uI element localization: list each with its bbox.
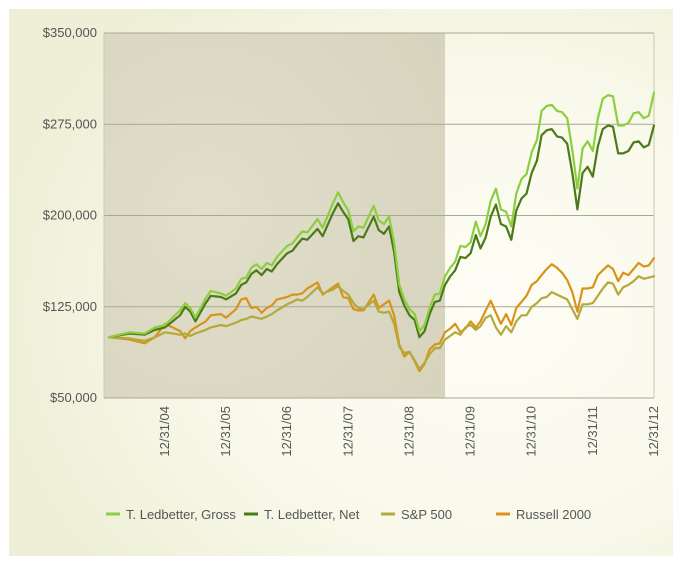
x-tick-label: 12/31/09 — [463, 406, 478, 457]
x-tick-label: 12/31/05 — [218, 406, 233, 457]
line-chart: $50,000$125,000$200,000$275,000$350,000 … — [9, 9, 673, 556]
legend-label: T. Ledbetter, Net — [264, 507, 360, 522]
series-line-t-ledbetter-net — [107, 124, 656, 339]
legend-label: T. Ledbetter, Gross — [126, 507, 236, 522]
legend-label: Russell 2000 — [516, 507, 591, 522]
y-tick-label: $275,000 — [43, 116, 97, 131]
x-tick-label: 12/31/12 — [646, 406, 661, 457]
chart-frame: $50,000 $125,000 $200,000 $275,000 $350,000 … — [9, 9, 673, 556]
series-line-s-p-500 — [107, 275, 656, 370]
y-tick-label: $350,000 — [43, 25, 97, 40]
series-line-t-ledbetter-gross — [107, 91, 656, 339]
y-tick-label: $50,000 — [50, 390, 97, 405]
y-tick-label: $125,000 — [43, 299, 97, 314]
x-tick-label: 12/31/11 — [585, 406, 600, 456]
y-tick-label: $200,000 — [43, 208, 97, 223]
legend-label: S&P 500 — [401, 507, 452, 522]
x-tick-label: 12/31/10 — [524, 406, 539, 457]
x-tick-label: 12/31/06 — [279, 406, 294, 457]
series-line-russell-2000 — [107, 257, 656, 373]
x-tick-label: 12/31/08 — [402, 406, 417, 457]
x-tick-label: 12/31/04 — [157, 406, 172, 457]
x-tick-label: 12/31/07 — [340, 406, 355, 457]
